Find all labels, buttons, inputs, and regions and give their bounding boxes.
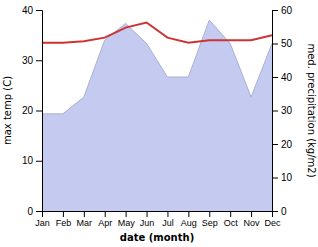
tick-label: 10 [281,172,293,183]
tick: 30 [272,105,293,116]
tick-mark [251,211,252,217]
chart: JanFebMarAprMayJunJulAugSepOctNovDec0102… [0,0,318,247]
tick: Apr [98,211,112,228]
tick-mark [167,211,168,217]
tick-label: Aug [181,218,197,228]
tick-label: Feb [56,218,72,228]
tick: Sep [202,211,218,228]
tick: Aug [181,211,197,228]
tick-mark [36,111,42,112]
x-axis-title: date (month) [120,232,194,243]
marks [42,20,272,211]
tick-label: Jan [35,218,50,228]
line [42,23,272,43]
tick: 0 [272,206,287,217]
area-outline [42,20,272,114]
tick-mark [36,211,42,212]
axis-line [36,11,43,212]
tick-label: Jun [140,218,155,228]
tick-label: 50 [281,38,293,49]
tick-mark [188,211,189,217]
tick-label: Mar [77,218,93,228]
plot: JanFebMarAprMayJunJulAugSepOctNovDec0102… [22,5,293,229]
tick-label: 30 [22,55,34,66]
tick: Dec [264,211,281,228]
axis-line [273,11,279,212]
tick: Mar [77,211,93,228]
tick-mark [272,10,278,11]
x-axis: Jan Feb Mar Apr May Jun Jul Aug Sep Oct NovDec [35,211,281,228]
tick-label: 20 [281,139,293,150]
tick: 30 [22,55,42,66]
tick: 50 [272,38,293,49]
tick-mark [105,211,106,217]
tick: Feb [56,211,72,228]
tick: Nov [244,211,261,228]
tick: Jan [35,211,50,228]
tick-mark [126,211,127,217]
tick-label: 60 [281,5,293,16]
tick-mark [147,211,148,217]
y2-axis-title: med. precipitation (kg/m2) [306,43,317,177]
tick-mark [36,161,42,162]
tick-label: Apr [98,218,112,228]
tick: May [118,211,136,228]
tick-label: May [118,218,136,228]
tick: 20 [22,105,42,116]
tick: 20 [272,139,293,150]
tick: 60 [272,5,293,16]
tick-mark [272,77,278,78]
tick-mark [230,211,231,217]
tick-mark [272,178,278,179]
tick-label: Nov [244,218,261,228]
tick-mark [272,44,278,45]
tick-label: 40 [22,5,34,16]
tick-label: Oct [224,218,239,228]
tick-label: 10 [22,155,34,166]
tick-mark [272,111,278,112]
tick: 10 [272,172,293,183]
tick: 0 [27,206,42,217]
tick-label: 30 [281,105,293,116]
tick: 10 [22,155,42,166]
tick: Jul [162,211,174,228]
tick-label: 40 [281,72,293,83]
tick: 40 [272,72,293,83]
tick: Jun [140,211,155,228]
tick-label: Sep [202,218,218,228]
tick-label: Dec [264,218,281,228]
y-axis-title: max temp (C) [2,76,13,145]
tick-mark [36,10,42,11]
y-axis: 0 10 20 30 40 [22,5,43,217]
area [42,20,272,211]
tick: 40 [22,5,42,16]
tick-mark [209,211,210,217]
tick-label: 20 [22,105,34,116]
tick-mark [63,211,64,217]
tick-label: Jul [162,218,174,228]
tick: Oct [224,211,239,228]
tick-mark [84,211,85,217]
axis-line [43,212,273,218]
tick-mark [36,60,42,61]
tick-mark [272,144,278,145]
tick-label: 0 [27,206,33,217]
tick-label: 0 [281,206,287,217]
tick-mark [272,211,278,212]
y2-axis: 0 10 20 30 40 50 60 [272,5,293,217]
